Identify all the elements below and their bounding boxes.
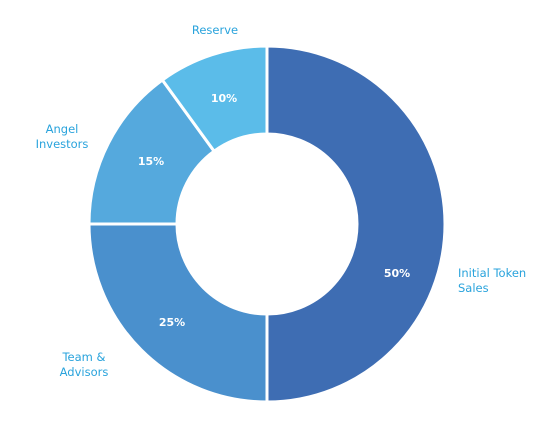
slice: [87, 222, 269, 404]
slice: [265, 44, 447, 404]
value-label: 10%: [211, 92, 237, 105]
slice: [87, 77, 217, 226]
slice: [160, 44, 269, 154]
category-label: Initial Token Sales: [458, 266, 527, 295]
category-label: Team & Advisors: [59, 350, 109, 379]
category-label: Reserve: [191, 23, 239, 37]
value-label: 15%: [138, 155, 164, 168]
value-label: 50%: [384, 267, 410, 280]
category-label: Angel Investors: [35, 122, 89, 151]
value-label: 25%: [159, 316, 185, 329]
